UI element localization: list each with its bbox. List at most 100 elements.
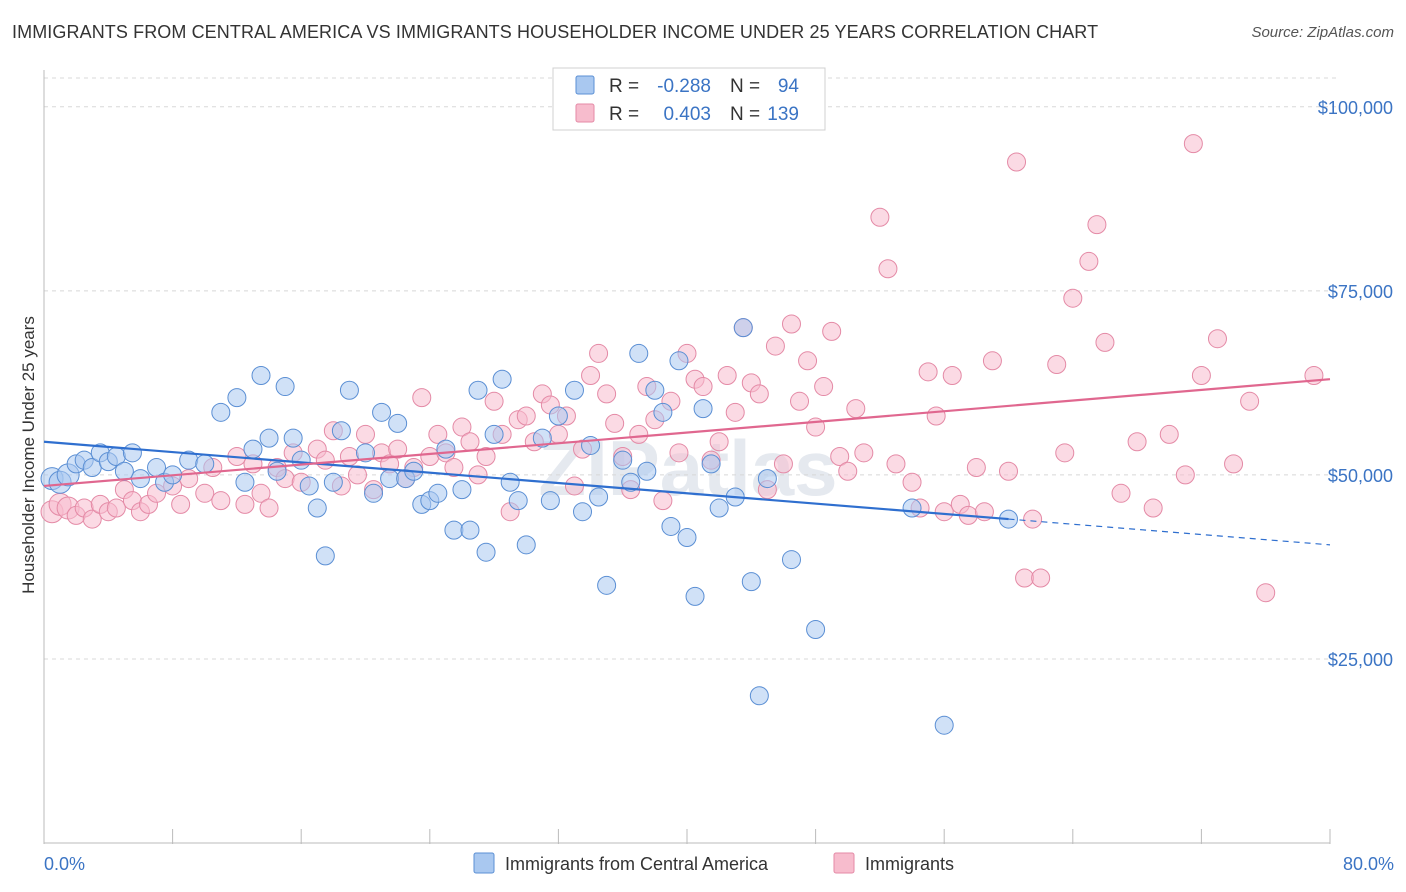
point-central-america: [685, 586, 705, 606]
point-central-america: [677, 527, 697, 547]
point-central-america: [669, 351, 689, 371]
trendline-central-america: [43, 440, 1009, 521]
point-central-america: [757, 469, 777, 489]
point-immigrants: [886, 454, 906, 474]
point-central-america: [548, 406, 568, 426]
point-central-america: [661, 516, 681, 536]
chart-title: IMMIGRANTS FROM CENTRAL AMERICA VS IMMIG…: [12, 22, 1099, 42]
point-central-america: [339, 380, 359, 400]
point-central-america: [227, 388, 247, 408]
point-immigrants: [830, 447, 850, 466]
point-central-america: [291, 450, 311, 470]
point-central-america: [307, 498, 327, 518]
point-central-america: [331, 421, 351, 441]
point-central-america: [428, 483, 448, 503]
point-central-america: [806, 620, 826, 640]
point-central-america: [637, 461, 657, 481]
point-central-america: [573, 502, 593, 522]
point-central-america: [589, 487, 609, 507]
point-immigrants: [597, 384, 617, 404]
point-immigrants: [1111, 483, 1131, 503]
y-axis-title: Householder Income Under 25 years: [19, 316, 38, 594]
point-immigrants: [1183, 134, 1203, 154]
gridlines: [44, 77, 1338, 660]
point-immigrants: [589, 343, 609, 363]
point-immigrants: [1159, 424, 1179, 444]
point-immigrants: [999, 461, 1018, 481]
legend-r-value-blue: -0.288: [657, 76, 711, 97]
point-central-america: [211, 402, 231, 422]
point-immigrants: [444, 458, 464, 478]
legend-n-label-pink: N =: [730, 104, 760, 125]
point-immigrants: [846, 399, 866, 419]
legend-r-label-blue: R =: [609, 76, 639, 97]
legend-r-value-pink: 0.403: [663, 104, 711, 125]
point-immigrants: [765, 336, 785, 356]
legend-n-value-pink: 139: [767, 104, 799, 125]
point-immigrants: [717, 366, 737, 386]
point-immigrants: [106, 498, 126, 518]
series-legend: Immigrants from Central America Immigran…: [473, 852, 954, 874]
point-central-america: [693, 399, 713, 419]
legend-r-label-pink: R =: [609, 104, 639, 125]
point-central-america: [251, 366, 271, 386]
point-central-america: [195, 454, 215, 474]
point-immigrants: [428, 424, 448, 444]
point-central-america: [380, 469, 400, 489]
point-central-america: [323, 472, 343, 492]
point-immigrants: [420, 447, 440, 466]
point-central-america: [299, 476, 319, 496]
point-central-america: [243, 439, 263, 459]
point-immigrants: [179, 469, 199, 489]
legend-n-value-blue: 94: [778, 76, 800, 97]
point-central-america: [597, 575, 617, 595]
point-immigrants: [605, 413, 625, 433]
point-immigrants: [347, 465, 367, 485]
point-central-america: [749, 686, 769, 706]
point-immigrants: [1055, 443, 1075, 463]
point-central-america: [372, 402, 392, 422]
point-central-america: [934, 715, 954, 735]
point-central-america: [356, 443, 375, 463]
point-immigrants: [1143, 498, 1163, 518]
point-immigrants: [926, 406, 946, 426]
point-immigrants: [1256, 583, 1276, 603]
point-central-america: [436, 439, 456, 459]
legend-swatch-blue: [575, 75, 595, 95]
point-immigrants: [781, 314, 801, 334]
point-immigrants: [1031, 568, 1051, 588]
point-immigrants: [484, 391, 504, 411]
point-immigrants: [211, 491, 231, 511]
y-tick-label: $25,000: [1328, 650, 1393, 670]
y-axis-tick-labels: $25,000 $50,000 $75,000 $100,000: [1318, 98, 1393, 670]
point-central-america: [388, 413, 408, 433]
point-immigrants: [476, 447, 496, 466]
point-immigrants: [452, 417, 472, 437]
point-immigrants: [1063, 288, 1083, 308]
point-immigrants: [1207, 329, 1227, 349]
legend-swatch-pink: [575, 103, 595, 123]
point-immigrants: [1191, 366, 1211, 386]
point-central-america: [484, 424, 504, 444]
point-immigrants: [548, 424, 568, 444]
point-immigrants: [1015, 568, 1035, 588]
point-immigrants: [1095, 332, 1115, 352]
point-immigrants: [251, 483, 271, 503]
point-central-america: [741, 572, 761, 592]
legend-n-label-blue: N =: [730, 76, 760, 97]
legend-swatch-central-america: [473, 852, 495, 874]
point-central-america: [283, 428, 303, 448]
point-immigrants: [982, 351, 1002, 371]
point-central-america: [364, 483, 384, 503]
point-immigrants: [838, 461, 858, 481]
point-central-america: [902, 498, 922, 518]
point-immigrants: [235, 494, 255, 514]
point-immigrants: [669, 443, 689, 463]
legend-box: [552, 67, 826, 131]
point-immigrants: [460, 432, 480, 452]
point-immigrants: [1047, 354, 1067, 374]
point-immigrants: [814, 377, 834, 397]
point-immigrants: [581, 366, 601, 386]
point-immigrants: [1087, 215, 1107, 235]
